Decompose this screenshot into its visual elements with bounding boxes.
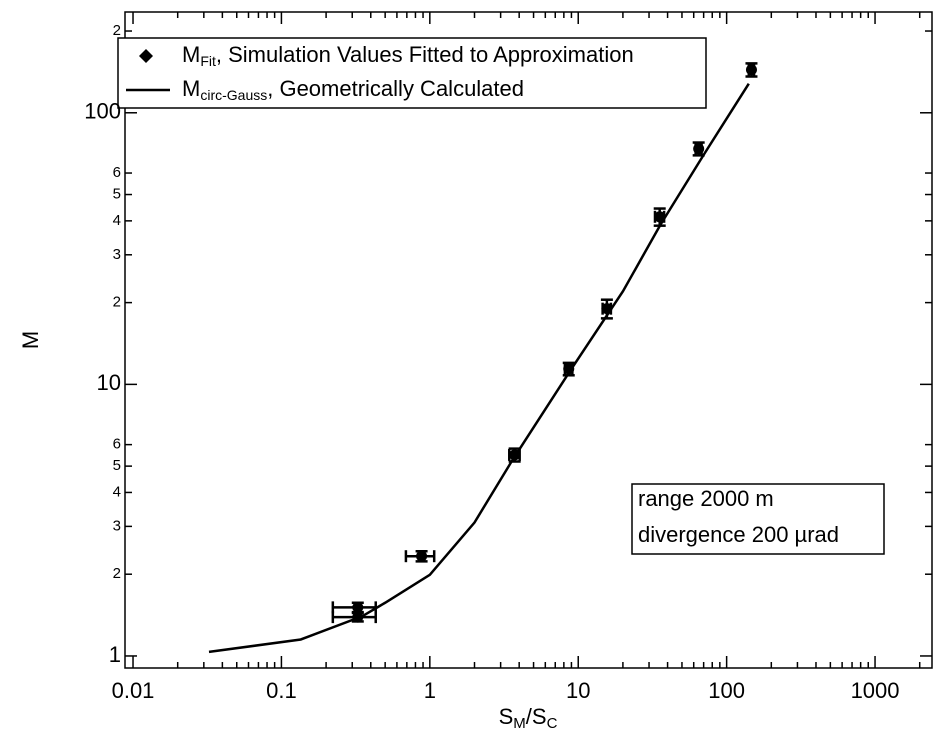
y-tick-label: 2 [113, 565, 121, 582]
legend-label: Mcirc-Gauss, Geometrically Calculated [182, 76, 524, 103]
point [416, 550, 428, 562]
legend-label-sub: Fit [200, 53, 216, 69]
x-tick-label: 0.1 [266, 678, 297, 703]
x-label-part: /S [526, 704, 547, 729]
legend-label-rest: , Simulation Values Fitted to Approximat… [216, 42, 634, 67]
x-tick-label: 1 [424, 678, 436, 703]
annotation-box [631, 483, 885, 555]
y-tick-label: 6 [113, 164, 121, 181]
legend-label-sub: circ-Gauss [200, 87, 267, 103]
legend-marker [139, 49, 153, 63]
y-tick-label: 2 [113, 22, 121, 39]
y-tick-label: 6 [113, 436, 121, 453]
legend-label-rest: , Geometrically Calculated [267, 76, 524, 101]
plot-frame [124, 11, 933, 669]
y-tick-label: 5 [113, 457, 121, 474]
y-tick-label: 3 [113, 517, 121, 534]
annotation: divergence 200 µrad [638, 522, 839, 547]
point [563, 363, 575, 375]
y-tick-label: 4 [113, 483, 121, 500]
legend-label: MFit, Simulation Values Fitted to Approx… [182, 42, 634, 69]
legend-label-main: M [182, 42, 200, 67]
x-label-part: C [547, 715, 558, 732]
x-label-part: S [499, 704, 514, 729]
y-tick-label: 2 [113, 294, 121, 311]
y-tick-label: 3 [113, 246, 121, 263]
point [745, 64, 757, 76]
x-tick-label: 1000 [851, 678, 900, 703]
y-tick-label: 5 [113, 186, 121, 203]
x-tick-label: 100 [708, 678, 745, 703]
x-label-part: M [513, 715, 526, 732]
x-tick-label: 0.01 [112, 678, 155, 703]
legend-label-main: M [182, 76, 200, 101]
legend-box [117, 37, 707, 109]
y-tick-label: 1 [109, 642, 121, 667]
y-tick-label: 100 [84, 99, 121, 124]
annotation: range 2000 m [638, 486, 774, 511]
x-tick-label: 10 [566, 678, 590, 703]
y-tick-label: 4 [113, 212, 121, 229]
y-axis-label: M [18, 331, 43, 349]
line [208, 82, 750, 654]
y-tick-label: 10 [97, 370, 121, 395]
point [693, 143, 705, 155]
x-axis-label: SM/SC [499, 704, 558, 732]
point [352, 601, 364, 613]
